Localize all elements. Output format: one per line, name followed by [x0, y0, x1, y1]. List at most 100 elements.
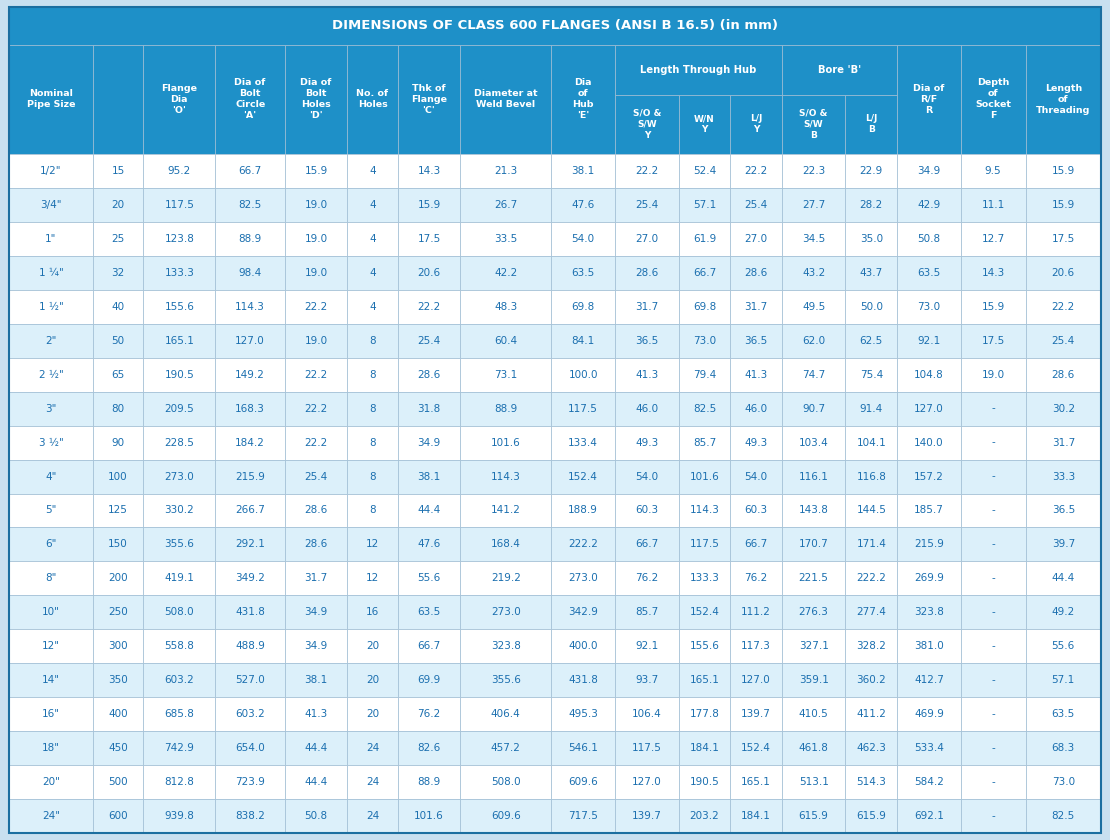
Text: 117.5: 117.5 — [568, 403, 598, 413]
Bar — [285, 732, 347, 765]
Text: 73.0: 73.0 — [1052, 777, 1074, 787]
Bar — [215, 596, 285, 629]
Bar — [781, 561, 846, 596]
Bar — [397, 187, 461, 222]
Text: 508.0: 508.0 — [164, 607, 194, 617]
Bar — [1026, 426, 1101, 459]
Bar — [730, 290, 781, 323]
Text: 55.6: 55.6 — [1051, 642, 1074, 651]
Text: 46.0: 46.0 — [635, 403, 658, 413]
Text: 39.7: 39.7 — [1051, 539, 1074, 549]
Text: 15.9: 15.9 — [304, 165, 327, 176]
Text: 152.4: 152.4 — [741, 743, 771, 753]
Text: 615.9: 615.9 — [856, 811, 886, 822]
Text: 184.1: 184.1 — [741, 811, 771, 822]
Text: 19.0: 19.0 — [304, 268, 327, 278]
Text: 8: 8 — [370, 438, 376, 448]
Text: 117.5: 117.5 — [689, 539, 719, 549]
Bar — [960, 45, 1026, 154]
Bar — [397, 697, 461, 732]
Text: 76.2: 76.2 — [417, 709, 441, 719]
Text: 25.4: 25.4 — [635, 200, 658, 210]
Text: 514.3: 514.3 — [856, 777, 886, 787]
Bar — [93, 596, 143, 629]
Bar — [461, 494, 552, 528]
Bar — [960, 596, 1026, 629]
Text: 46.0: 46.0 — [745, 403, 768, 413]
Bar — [347, 222, 397, 255]
Text: 15: 15 — [111, 165, 124, 176]
Text: 12.7: 12.7 — [981, 234, 1005, 244]
Bar — [143, 391, 215, 426]
Text: 546.1: 546.1 — [568, 743, 598, 753]
Text: 4: 4 — [370, 268, 376, 278]
Text: 19.0: 19.0 — [304, 336, 327, 345]
Bar — [1026, 45, 1101, 154]
Bar — [846, 732, 897, 765]
Text: 139.7: 139.7 — [741, 709, 771, 719]
Bar — [730, 323, 781, 358]
Bar — [285, 629, 347, 664]
Text: 28.6: 28.6 — [417, 370, 441, 380]
Text: 117.5: 117.5 — [164, 200, 194, 210]
Text: 52.4: 52.4 — [693, 165, 716, 176]
Text: 33.3: 33.3 — [1051, 471, 1074, 481]
Text: 49.5: 49.5 — [803, 302, 825, 312]
Text: 54.0: 54.0 — [745, 471, 768, 481]
Bar — [552, 765, 615, 800]
Text: 79.4: 79.4 — [693, 370, 716, 380]
Bar — [960, 255, 1026, 290]
Text: 221.5: 221.5 — [799, 574, 828, 584]
Text: 34.9: 34.9 — [917, 165, 940, 176]
Text: 42.2: 42.2 — [494, 268, 517, 278]
Bar — [1026, 323, 1101, 358]
Text: 63.5: 63.5 — [572, 268, 595, 278]
Text: 24": 24" — [42, 811, 60, 822]
Bar — [397, 732, 461, 765]
Bar — [615, 629, 678, 664]
Bar — [285, 561, 347, 596]
Bar — [397, 664, 461, 697]
Text: 215.9: 215.9 — [914, 539, 944, 549]
Bar — [960, 561, 1026, 596]
Text: 3": 3" — [46, 403, 57, 413]
Text: 330.2: 330.2 — [164, 506, 194, 516]
Bar — [93, 255, 143, 290]
Text: 838.2: 838.2 — [235, 811, 265, 822]
Bar — [285, 255, 347, 290]
Bar — [615, 95, 678, 154]
Bar — [846, 459, 897, 494]
Text: 25: 25 — [111, 234, 124, 244]
Bar — [897, 358, 960, 391]
Text: 27.7: 27.7 — [803, 200, 825, 210]
Text: 127.0: 127.0 — [741, 675, 771, 685]
Bar — [285, 222, 347, 255]
Text: 101.6: 101.6 — [491, 438, 521, 448]
Bar — [397, 290, 461, 323]
Text: 54.0: 54.0 — [572, 234, 595, 244]
Bar — [143, 561, 215, 596]
Text: -: - — [991, 811, 995, 822]
Text: 939.8: 939.8 — [164, 811, 194, 822]
Text: 812.8: 812.8 — [164, 777, 194, 787]
Text: 1 ¼": 1 ¼" — [39, 268, 63, 278]
Text: 15.9: 15.9 — [417, 200, 441, 210]
Bar — [1026, 697, 1101, 732]
Text: 355.6: 355.6 — [164, 539, 194, 549]
Bar — [846, 697, 897, 732]
Text: 292.1: 292.1 — [235, 539, 265, 549]
Bar — [897, 596, 960, 629]
Text: 48.3: 48.3 — [494, 302, 517, 312]
Text: 33.5: 33.5 — [494, 234, 517, 244]
Text: 57.1: 57.1 — [1051, 675, 1074, 685]
Text: 19.0: 19.0 — [304, 200, 327, 210]
Bar — [678, 323, 730, 358]
Bar — [552, 494, 615, 528]
Text: 723.9: 723.9 — [235, 777, 265, 787]
Bar — [960, 187, 1026, 222]
Text: 144.5: 144.5 — [856, 506, 886, 516]
Bar — [1026, 765, 1101, 800]
Bar — [781, 459, 846, 494]
Bar — [615, 561, 678, 596]
Bar — [347, 358, 397, 391]
